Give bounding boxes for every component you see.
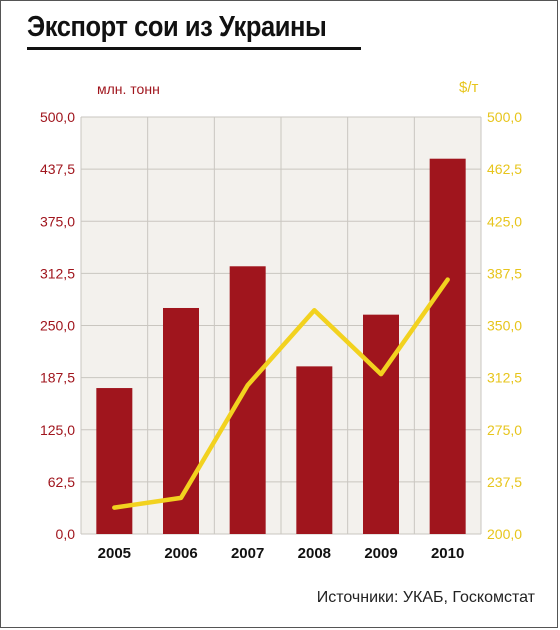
right-axis-unit: $/т (459, 79, 479, 96)
left-tick-label: 375,0 (40, 213, 75, 229)
right-tick-label: 312,5 (487, 370, 522, 386)
x-tick-label: 2007 (231, 545, 264, 562)
right-tick-label: 500,0 (487, 109, 522, 125)
left-tick-label: 437,5 (40, 161, 75, 177)
gridlines (80, 116, 482, 535)
right-tick-label: 275,0 (487, 422, 522, 438)
price-line (112, 277, 450, 510)
right-tick-label: 387,5 (487, 265, 522, 281)
x-tick-label: 2009 (364, 545, 397, 562)
bar-2007 (229, 266, 266, 534)
left-tick-label: 125,0 (40, 422, 75, 438)
bar-2010 (429, 158, 466, 534)
source-note: Источники: УКАБ, Госкомстат (316, 589, 535, 606)
left-tick-label: 250,0 (40, 318, 75, 334)
x-tick-label: 2010 (431, 545, 464, 562)
right-axis-ticks: 200,0 237,5 275,0 312,5 350,0 387,5 425,0 462,5… (487, 109, 522, 542)
right-tick-label: 425,0 (487, 213, 522, 229)
title-underline (27, 47, 361, 50)
left-tick-label: 500,0 (40, 109, 75, 125)
left-tick-label: 187,5 (40, 370, 75, 386)
right-tick-label: 200,0 (487, 526, 522, 542)
x-axis-labels: 2005 2006 2007 2008 2009 2010 (98, 545, 465, 562)
right-tick-label: 462,5 (487, 161, 522, 177)
right-tick-label: 237,5 (487, 474, 522, 490)
left-tick-label: 312,5 (40, 265, 75, 281)
bar-2005 (96, 388, 133, 534)
x-tick-label: 2008 (298, 545, 331, 562)
left-tick-label: 62,5 (48, 474, 75, 490)
left-axis-ticks: 0,0 62,5 125,0 187,5 250,0 312,5 375,0 437,5 500… (40, 109, 75, 542)
bar-2009 (363, 314, 399, 534)
line-series (112, 277, 450, 510)
right-tick-label: 350,0 (487, 318, 522, 334)
left-tick-label: 0,0 (56, 526, 76, 542)
left-axis-unit: млн. тонн (97, 81, 160, 97)
x-tick-label: 2005 (98, 545, 131, 562)
x-tick-label: 2006 (164, 545, 197, 562)
bar-2008 (296, 366, 333, 534)
chart-title: Экспорт сои из Украины (27, 11, 327, 43)
